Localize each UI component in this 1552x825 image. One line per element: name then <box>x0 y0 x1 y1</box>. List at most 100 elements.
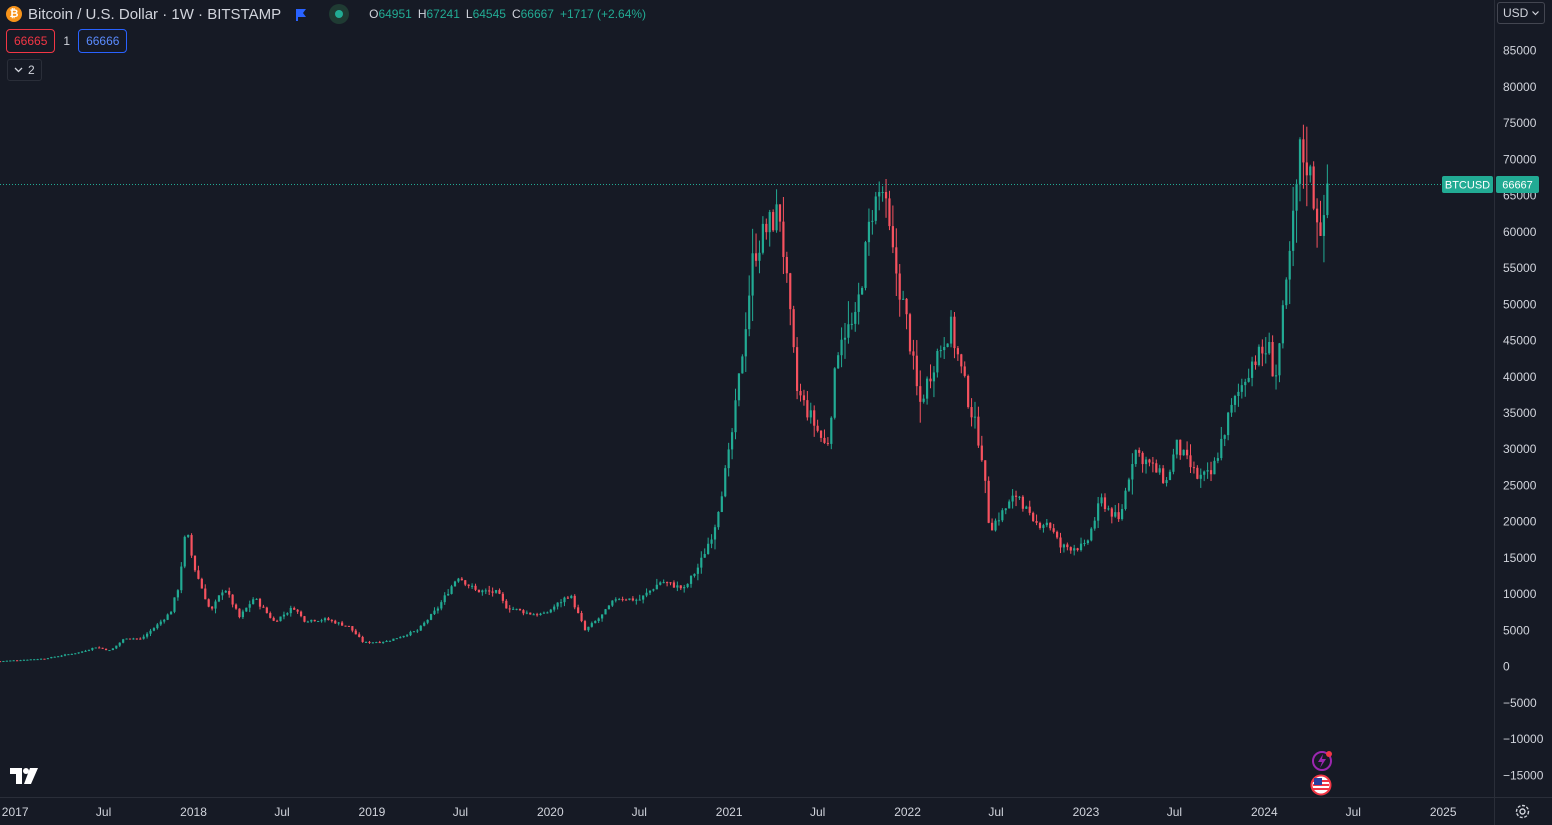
candle-body <box>265 607 268 614</box>
candle-body <box>399 637 402 639</box>
candle-body <box>19 660 22 662</box>
x-tick-label: Jul <box>988 805 1003 819</box>
y-tick-label: 75000 <box>1503 116 1537 130</box>
candle-body <box>293 607 296 610</box>
candle-body <box>573 595 576 608</box>
candle-body <box>665 582 669 584</box>
candle-body <box>310 619 313 622</box>
candle-body <box>436 608 439 611</box>
candle-body <box>754 253 758 261</box>
candle-body <box>197 570 200 579</box>
y-tick-label: 50000 <box>1503 297 1537 311</box>
candle-body <box>847 324 850 338</box>
candle-body <box>659 582 662 585</box>
candle-body <box>515 608 518 610</box>
lightning-event-icon[interactable] <box>1311 750 1333 772</box>
candle-body <box>1011 495 1014 502</box>
candle-body <box>91 647 94 650</box>
candle-body <box>871 220 874 222</box>
candle-body <box>874 196 877 221</box>
candle-body <box>22 659 26 661</box>
candle-body <box>795 347 799 392</box>
indicators-count: 2 <box>28 63 35 77</box>
candle-body <box>970 407 973 418</box>
candle-body <box>529 612 532 615</box>
candle-body <box>1151 462 1154 464</box>
flag-icon[interactable] <box>295 8 307 21</box>
candle-body <box>600 614 604 619</box>
candle-body <box>255 598 258 600</box>
y-tick-label: 70000 <box>1503 152 1537 166</box>
candle-body <box>1264 353 1267 355</box>
candle-body <box>1144 459 1148 465</box>
candle-body <box>1131 464 1134 480</box>
candle-body <box>228 591 231 595</box>
candle-body <box>1322 215 1326 236</box>
candle-body <box>33 659 36 661</box>
symbol-title[interactable]: Bitcoin / U.S. Dollar · 1W · BITSTAMP <box>28 5 282 23</box>
candle-body <box>607 605 611 610</box>
low-value: 64545 <box>472 7 506 21</box>
candle-body <box>1093 520 1096 529</box>
candle-body <box>669 582 672 584</box>
candle-body <box>282 614 286 617</box>
candle-body <box>648 590 652 593</box>
candle-body <box>597 618 600 622</box>
candle-body <box>1138 450 1141 453</box>
currency-select[interactable]: USD <box>1497 2 1545 24</box>
candle-body <box>169 611 173 615</box>
candle-body <box>963 366 966 376</box>
candle-body <box>378 642 381 644</box>
candle-body <box>1292 210 1295 251</box>
candle-body <box>231 594 234 605</box>
candle-body <box>330 620 333 622</box>
candle-body <box>1086 540 1089 544</box>
candle-body <box>135 638 138 640</box>
candle-body <box>720 496 723 512</box>
trade-buttons: 66665 1 66666 <box>6 29 128 53</box>
candle-body <box>238 608 241 618</box>
buy-button[interactable]: 66666 <box>78 29 128 53</box>
candle-body <box>775 204 778 231</box>
candle-body <box>638 599 641 601</box>
candle-body <box>833 368 836 418</box>
candle-body <box>973 416 977 418</box>
gear-icon[interactable] <box>1514 803 1531 820</box>
candle-body <box>494 590 498 593</box>
high-value: 67241 <box>426 7 460 21</box>
candle-body <box>1110 508 1113 517</box>
candle-body <box>1025 506 1028 509</box>
price-axis[interactable]: 8500080000750007000065000600005500050000… <box>1503 44 1544 783</box>
candle-body <box>915 355 918 387</box>
symbol-legend[interactable]: ₿ Bitcoin / U.S. Dollar · 1W · BITSTAMP … <box>6 4 646 24</box>
candle-body <box>395 638 398 640</box>
candle-body <box>542 612 546 614</box>
candle-body <box>799 391 802 396</box>
indicators-toggle-button[interactable]: 2 <box>7 59 42 81</box>
y-tick-label: 60000 <box>1503 225 1537 239</box>
candle-body <box>1179 439 1182 456</box>
sell-button[interactable]: 66665 <box>6 29 56 53</box>
time-axis[interactable]: 2017 Jul 2018 Jul 2019 Jul 2020 Jul 2021 Jul 2022 J… <box>2 805 1457 819</box>
candle-body <box>409 631 412 636</box>
candle-body <box>77 652 80 654</box>
candle-body <box>713 527 717 540</box>
candle-body <box>368 641 371 643</box>
candle-body <box>929 378 932 382</box>
candle-body <box>1268 341 1271 354</box>
candle-body <box>631 598 634 601</box>
candle-body <box>532 614 535 616</box>
candle-body <box>823 437 826 443</box>
market-status-indicator[interactable] <box>329 4 350 24</box>
candle-body <box>286 613 289 615</box>
candle-body <box>81 651 84 653</box>
candle-body <box>1295 183 1298 211</box>
tradingview-logo-icon[interactable] <box>10 768 40 784</box>
candle-body <box>549 609 552 613</box>
candle-body <box>60 655 63 657</box>
candle-body <box>1052 528 1055 532</box>
candle-body <box>118 642 121 646</box>
us-flag-event-icon[interactable] <box>1310 774 1332 796</box>
candle-body <box>163 619 166 622</box>
